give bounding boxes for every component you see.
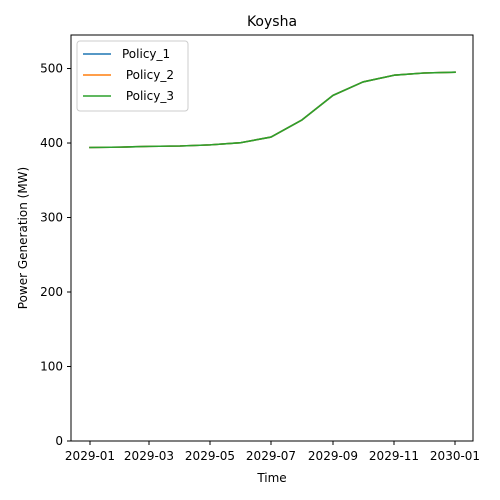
legend-entries: Policy_1 Policy_2 Policy_3 [83, 47, 174, 103]
legend-label-3: Policy_3 [122, 89, 174, 103]
x-axis: 2029-01 2029-03 2029-05 2029-07 2029-09 2029-… [65, 441, 480, 463]
legend-label-2: Policy_2 [122, 68, 174, 82]
chart-title: Koysha [247, 14, 297, 30]
x-tick-label: 2029-03 [124, 449, 174, 463]
x-tick-label: 2029-09 [308, 449, 358, 463]
x-tick-label: 2030-01 [430, 449, 480, 463]
x-tick-label: 2029-05 [185, 449, 235, 463]
plot-frame [70, 34, 474, 442]
legend-label-1: Policy_1 [122, 47, 170, 61]
x-tick-label: 2029-07 [246, 449, 296, 463]
y-tick-label: 300 [40, 211, 63, 225]
x-tick-label: 2029-01 [65, 449, 115, 463]
x-tick-label: 2029-11 [369, 449, 419, 463]
y-tick-label: 200 [40, 285, 63, 299]
y-axis: 0 100 200 300 400 500 [40, 62, 71, 448]
y-axis-label: Power Generation (MW) [16, 167, 30, 309]
legend: Policy_1 Policy_2 Policy_3 [76, 40, 189, 112]
y-tick-label: 500 [40, 62, 63, 76]
series-line-3 [89, 71, 456, 149]
x-axis-label: Time [256, 471, 286, 485]
y-tick-label: 100 [40, 360, 63, 374]
series-layer [89, 71, 456, 149]
legend-box [76, 40, 189, 112]
y-tick-label: 400 [40, 136, 63, 150]
y-tick-label: 0 [55, 434, 63, 448]
